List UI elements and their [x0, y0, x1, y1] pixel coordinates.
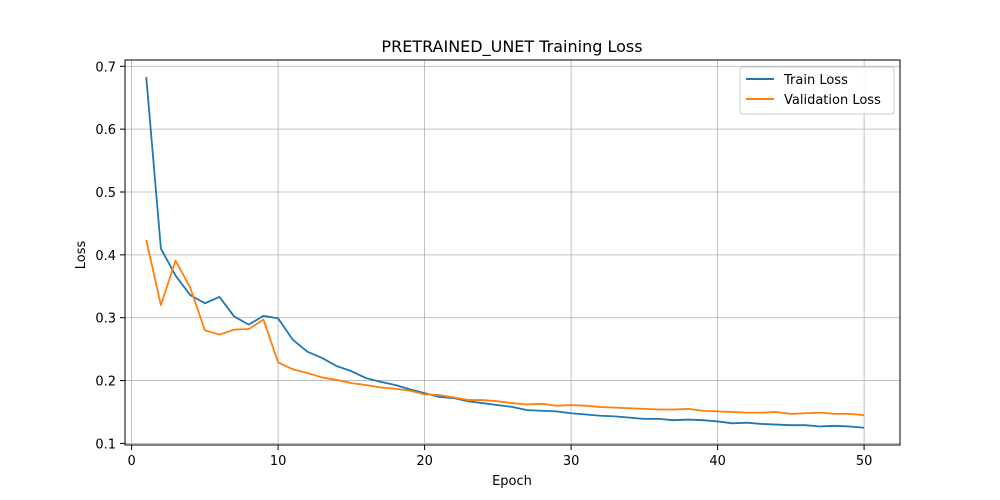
- series-line-validation-loss: [145, 239, 865, 417]
- legend-label-train-loss: Train Loss: [783, 73, 848, 88]
- x-tick-label: 30: [563, 454, 580, 469]
- chart-title: PRETRAINED_UNET Training Loss: [381, 37, 642, 57]
- y-tick-label: 0.3: [95, 312, 116, 327]
- legend-label-validation-loss: Validation Loss: [784, 93, 881, 108]
- x-tick-label: 40: [709, 454, 726, 469]
- x-tick-label: 20: [416, 454, 433, 469]
- y-tick-label: 0.4: [95, 249, 116, 264]
- series-lines: [145, 76, 865, 429]
- x-axis-label: Epoch: [492, 474, 532, 489]
- y-tick-label: 0.2: [95, 375, 116, 390]
- y-axis-label: Loss: [74, 241, 89, 270]
- y-tick-label: 0.7: [95, 60, 116, 75]
- x-tick-label: 10: [270, 454, 287, 469]
- y-tick-label: 0.1: [95, 437, 116, 452]
- legend: Train Loss Validation Loss: [739, 66, 895, 115]
- legend-box: [739, 66, 895, 115]
- plot-area-frame: [124, 59, 901, 446]
- grid: [125, 60, 900, 445]
- axes: 0 10 20 30 40 50 0.1 0.2 0.3 0.4 0.5 0.6 0.7: [95, 60, 872, 469]
- x-tick-label: 0: [127, 454, 135, 469]
- y-tick-label: 0.5: [95, 186, 116, 201]
- x-tick-label: 50: [856, 454, 873, 469]
- series-line-train-loss: [145, 76, 865, 429]
- y-tick-label: 0.6: [95, 123, 116, 138]
